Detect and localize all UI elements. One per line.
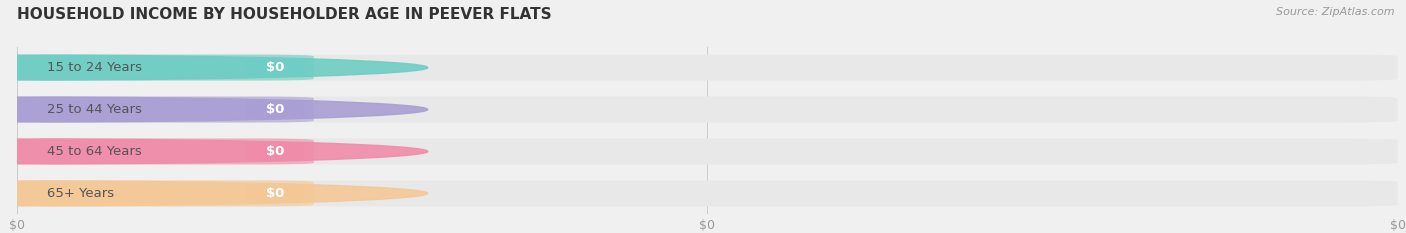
Circle shape: [0, 97, 427, 122]
FancyBboxPatch shape: [17, 180, 1398, 206]
FancyBboxPatch shape: [17, 138, 1398, 164]
FancyBboxPatch shape: [17, 55, 314, 81]
Text: 45 to 64 Years: 45 to 64 Years: [48, 145, 142, 158]
FancyBboxPatch shape: [246, 100, 304, 119]
FancyBboxPatch shape: [246, 58, 304, 77]
FancyBboxPatch shape: [17, 180, 314, 206]
Text: $0: $0: [266, 145, 284, 158]
Circle shape: [0, 139, 427, 164]
Text: 25 to 44 Years: 25 to 44 Years: [48, 103, 142, 116]
Text: $0: $0: [266, 187, 284, 200]
FancyBboxPatch shape: [17, 96, 314, 123]
Text: Source: ZipAtlas.com: Source: ZipAtlas.com: [1277, 7, 1395, 17]
FancyBboxPatch shape: [246, 142, 304, 161]
Text: HOUSEHOLD INCOME BY HOUSEHOLDER AGE IN PEEVER FLATS: HOUSEHOLD INCOME BY HOUSEHOLDER AGE IN P…: [17, 7, 551, 22]
Text: $0: $0: [266, 61, 284, 74]
Text: $0: $0: [266, 103, 284, 116]
FancyBboxPatch shape: [246, 184, 304, 203]
FancyBboxPatch shape: [17, 138, 314, 164]
Text: 15 to 24 Years: 15 to 24 Years: [48, 61, 142, 74]
Circle shape: [0, 55, 427, 80]
FancyBboxPatch shape: [17, 96, 1398, 123]
Text: 65+ Years: 65+ Years: [48, 187, 114, 200]
Circle shape: [0, 181, 427, 206]
FancyBboxPatch shape: [17, 55, 1398, 81]
